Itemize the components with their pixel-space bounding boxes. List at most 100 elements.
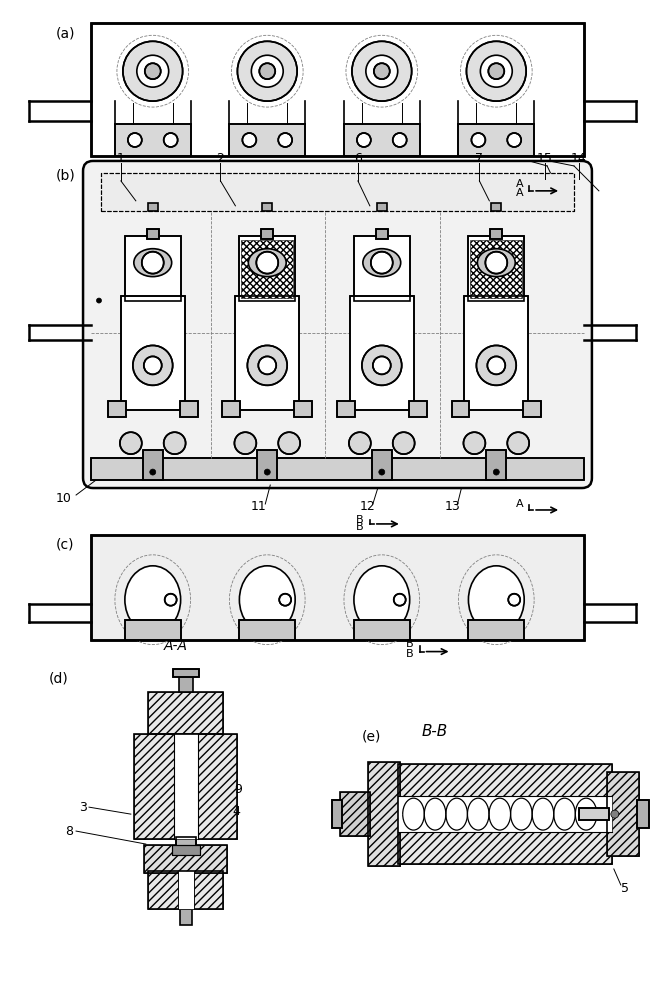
- Ellipse shape: [239, 566, 295, 634]
- Bar: [464, 296, 528, 410]
- Bar: [148, 871, 223, 909]
- Bar: [452, 401, 469, 417]
- Bar: [344, 124, 420, 156]
- Circle shape: [264, 469, 270, 475]
- Circle shape: [128, 133, 142, 147]
- Text: 1: 1: [117, 152, 125, 165]
- Circle shape: [278, 133, 292, 147]
- Text: B: B: [356, 515, 364, 525]
- Bar: [490, 229, 502, 239]
- Circle shape: [165, 594, 177, 606]
- Bar: [468, 620, 524, 640]
- Bar: [91, 535, 584, 640]
- Text: B-B: B-B: [422, 724, 448, 739]
- Bar: [354, 620, 410, 640]
- Bar: [350, 296, 414, 410]
- Bar: [636, 800, 648, 828]
- Circle shape: [123, 41, 183, 101]
- Bar: [468, 236, 524, 301]
- Circle shape: [278, 432, 300, 454]
- Circle shape: [144, 356, 162, 374]
- Bar: [173, 669, 199, 677]
- Circle shape: [164, 432, 186, 454]
- Bar: [125, 236, 181, 301]
- Text: B: B: [356, 522, 364, 532]
- Text: (a): (a): [56, 26, 76, 40]
- Bar: [398, 764, 612, 864]
- Circle shape: [145, 63, 161, 79]
- Bar: [409, 401, 427, 417]
- Bar: [172, 845, 199, 855]
- Bar: [350, 296, 414, 410]
- Circle shape: [242, 133, 256, 147]
- Bar: [523, 401, 541, 417]
- Text: 8: 8: [65, 825, 73, 838]
- Text: (c): (c): [56, 538, 74, 552]
- Bar: [125, 236, 181, 301]
- Circle shape: [133, 345, 173, 385]
- Bar: [115, 124, 191, 156]
- Ellipse shape: [125, 566, 181, 634]
- Text: 11: 11: [251, 500, 266, 513]
- Text: (b): (b): [56, 169, 76, 183]
- Ellipse shape: [134, 249, 172, 277]
- Text: 4: 4: [233, 805, 240, 818]
- Text: (d): (d): [49, 672, 69, 686]
- Bar: [241, 240, 293, 298]
- Circle shape: [357, 133, 371, 147]
- Text: 5: 5: [620, 882, 629, 895]
- Bar: [368, 762, 400, 866]
- Bar: [468, 236, 524, 301]
- Circle shape: [137, 55, 169, 87]
- Circle shape: [234, 432, 256, 454]
- Circle shape: [258, 356, 276, 374]
- Bar: [337, 401, 355, 417]
- Bar: [354, 620, 410, 640]
- Bar: [229, 124, 305, 156]
- Bar: [91, 458, 584, 480]
- Circle shape: [150, 469, 156, 475]
- Bar: [294, 401, 312, 417]
- Circle shape: [488, 63, 504, 79]
- Circle shape: [256, 252, 278, 274]
- Bar: [179, 671, 193, 692]
- Text: 13: 13: [445, 500, 460, 513]
- Bar: [178, 871, 194, 909]
- Text: B: B: [406, 649, 414, 659]
- Circle shape: [493, 469, 499, 475]
- Bar: [148, 871, 223, 909]
- Text: (e): (e): [362, 729, 381, 743]
- Circle shape: [366, 55, 398, 87]
- Circle shape: [373, 356, 391, 374]
- Circle shape: [393, 432, 415, 454]
- Circle shape: [471, 133, 485, 147]
- Bar: [147, 229, 159, 239]
- Bar: [337, 401, 355, 417]
- Bar: [239, 620, 295, 640]
- Bar: [376, 229, 388, 239]
- Circle shape: [464, 432, 485, 454]
- Bar: [180, 907, 192, 925]
- Circle shape: [487, 356, 505, 374]
- Circle shape: [480, 55, 512, 87]
- Text: 9: 9: [235, 783, 242, 796]
- Bar: [121, 296, 185, 410]
- Circle shape: [379, 469, 385, 475]
- Bar: [121, 296, 185, 410]
- Bar: [239, 236, 295, 301]
- Bar: [523, 401, 541, 417]
- Text: A: A: [515, 499, 523, 509]
- Bar: [108, 401, 126, 417]
- Bar: [332, 800, 342, 828]
- Bar: [261, 229, 273, 239]
- Bar: [143, 450, 163, 480]
- Ellipse shape: [477, 249, 515, 277]
- Bar: [340, 792, 370, 836]
- Bar: [125, 620, 181, 640]
- Ellipse shape: [468, 566, 524, 634]
- Circle shape: [371, 252, 393, 274]
- Text: 15: 15: [537, 152, 553, 165]
- Bar: [223, 401, 240, 417]
- Circle shape: [120, 432, 142, 454]
- Bar: [368, 762, 400, 866]
